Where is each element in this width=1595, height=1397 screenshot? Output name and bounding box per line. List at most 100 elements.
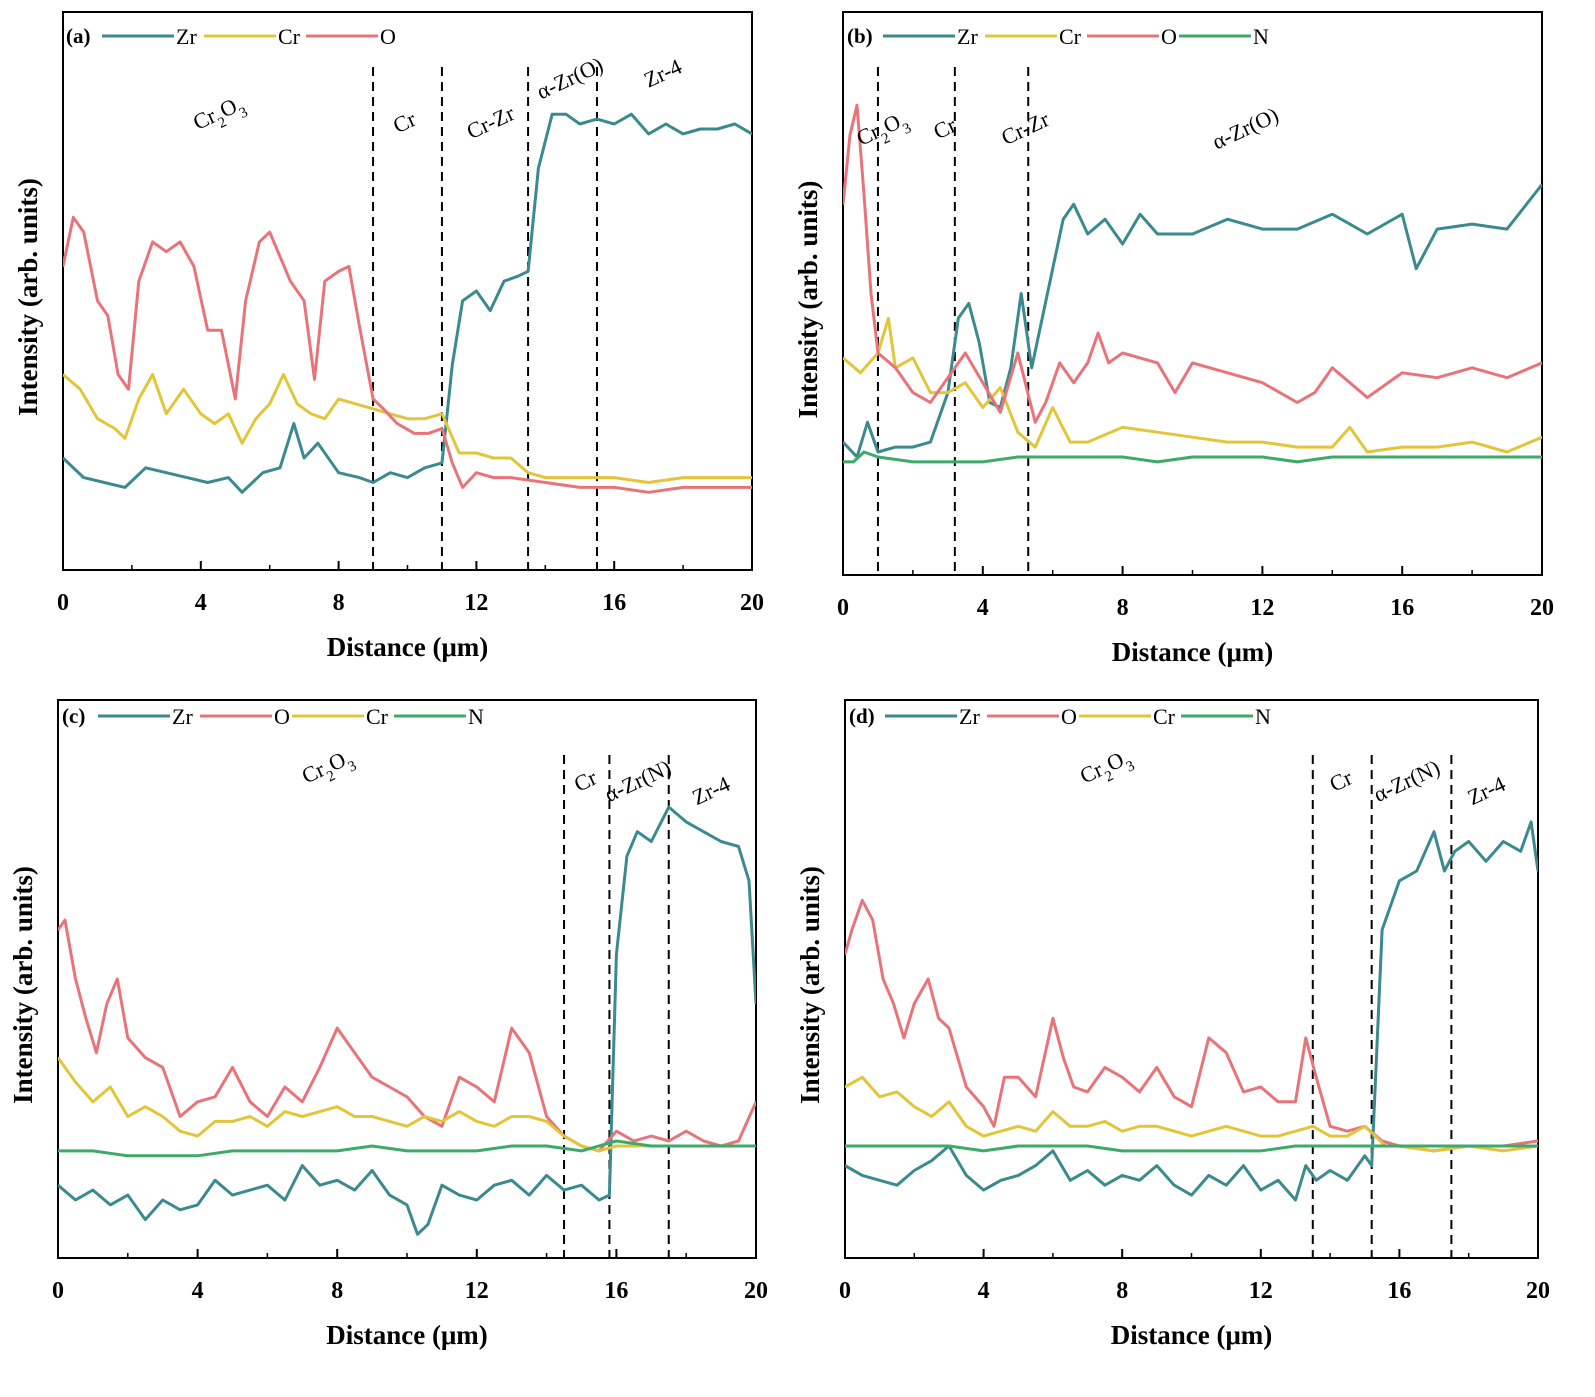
data-point-zr bbox=[303, 457, 305, 459]
data-point-o bbox=[127, 1037, 129, 1039]
data-point-zr bbox=[493, 1184, 496, 1186]
region-label: α-Zr(O) bbox=[533, 52, 607, 104]
data-point-cr bbox=[423, 1115, 426, 1118]
data-point-zr bbox=[1471, 223, 1473, 225]
data-point-o bbox=[993, 1125, 995, 1128]
data-point-cr bbox=[845, 1086, 846, 1088]
data-point-cr bbox=[527, 471, 529, 474]
data-point-o bbox=[313, 378, 316, 381]
data-point-zr bbox=[596, 118, 598, 120]
region-label: Cr2O3 bbox=[1076, 743, 1137, 794]
data-point-cr bbox=[1208, 1130, 1210, 1132]
legend-label-o: O bbox=[1061, 704, 1077, 729]
data-point-o bbox=[117, 373, 119, 376]
data-point-cr bbox=[241, 442, 243, 445]
data-point-o bbox=[144, 1056, 147, 1059]
data-point-o bbox=[982, 381, 984, 384]
data-point-n bbox=[1017, 456, 1019, 458]
data-point-zr bbox=[388, 1194, 391, 1196]
data-point-o bbox=[1052, 1017, 1054, 1020]
data-point-zr bbox=[489, 309, 492, 312]
data-point-o bbox=[1305, 1037, 1307, 1039]
data-point-zr bbox=[563, 1189, 565, 1191]
data-point-o bbox=[337, 270, 340, 273]
data-point-cr bbox=[1346, 1135, 1349, 1137]
data-point-zr bbox=[650, 840, 653, 843]
legend-label-o: O bbox=[380, 24, 396, 49]
data-point-zr bbox=[1034, 1164, 1037, 1167]
data-point-cr bbox=[947, 391, 949, 394]
data-point-n bbox=[852, 461, 855, 463]
data-point-cr bbox=[1261, 441, 1264, 443]
data-point-o bbox=[544, 481, 547, 484]
data-point-o bbox=[1261, 381, 1264, 384]
data-point-cr bbox=[92, 1101, 94, 1103]
data-point-zr bbox=[1086, 1169, 1089, 1172]
region-label: α-Zr(N) bbox=[1370, 755, 1444, 807]
x-tick-label: 12 bbox=[465, 1278, 489, 1304]
data-point-n bbox=[845, 1145, 846, 1147]
data-point-cr bbox=[1156, 431, 1159, 434]
data-point-o bbox=[894, 367, 897, 369]
data-point-zr bbox=[1315, 1179, 1317, 1182]
data-point-o bbox=[882, 978, 884, 980]
data-point-zr bbox=[1294, 1199, 1297, 1201]
data-point-o bbox=[1225, 1051, 1227, 1054]
data-point-o bbox=[702, 1140, 705, 1142]
data-point-o bbox=[441, 427, 443, 430]
data-point-o bbox=[301, 1101, 304, 1103]
legend-label-cr: Cr bbox=[1059, 24, 1082, 49]
data-point-o bbox=[1003, 1076, 1006, 1078]
data-point-o bbox=[948, 1027, 950, 1029]
data-point-cr bbox=[1277, 1135, 1279, 1137]
data-point-cr bbox=[74, 1081, 77, 1083]
data-point-o bbox=[1401, 372, 1403, 374]
data-point-o bbox=[458, 1076, 461, 1078]
data-point-o bbox=[1329, 1125, 1331, 1128]
data-point-o bbox=[682, 486, 684, 489]
data-point-zr bbox=[734, 123, 736, 125]
data-point-o bbox=[284, 1086, 286, 1088]
data-point-o bbox=[1296, 401, 1299, 404]
series-line-cr bbox=[63, 373, 752, 484]
data-point-cr bbox=[441, 1120, 443, 1123]
plot-frame bbox=[842, 11, 1543, 576]
data-point-cr bbox=[423, 417, 426, 420]
data-point-o bbox=[964, 352, 967, 354]
data-point-cr bbox=[948, 1101, 950, 1103]
data-point-zr bbox=[843, 441, 844, 443]
x-axis-title: Distance (μm) bbox=[1112, 637, 1274, 667]
data-point-cr bbox=[182, 388, 185, 391]
data-point-cr bbox=[1471, 441, 1473, 443]
data-point-o bbox=[336, 1027, 339, 1029]
data-point-o bbox=[396, 422, 399, 425]
data-point-cr bbox=[96, 417, 99, 420]
series-line-zr bbox=[58, 805, 756, 1236]
data-point-zr bbox=[161, 1199, 164, 1201]
data-point-cr bbox=[913, 1105, 916, 1108]
data-point-zr bbox=[1401, 213, 1403, 215]
data-point-cr bbox=[492, 457, 495, 459]
data-point-zr bbox=[1541, 183, 1542, 186]
data-point-zr bbox=[1041, 317, 1043, 320]
data-point-o bbox=[615, 1130, 618, 1132]
data-point-n bbox=[441, 1150, 443, 1152]
data-point-zr bbox=[301, 1164, 304, 1167]
data-point-zr bbox=[1191, 233, 1194, 235]
data-point-o bbox=[1537, 1140, 1538, 1142]
data-point-cr bbox=[266, 1125, 269, 1128]
data-point-cr bbox=[213, 422, 216, 425]
data-point-zr bbox=[551, 113, 553, 115]
x-tick-label: 8 bbox=[1117, 595, 1129, 621]
data-point-zr bbox=[579, 123, 581, 125]
data-point-n bbox=[947, 461, 949, 463]
data-point-zr bbox=[716, 128, 719, 130]
data-point-zr bbox=[1331, 213, 1334, 215]
data-point-zr bbox=[668, 806, 670, 808]
data-point-cr bbox=[406, 417, 409, 420]
data-point-zr bbox=[179, 1209, 181, 1211]
data-point-n bbox=[1436, 456, 1438, 458]
data-point-n bbox=[1190, 1150, 1193, 1152]
data-point-o bbox=[382, 408, 385, 410]
data-point-n bbox=[301, 1150, 304, 1152]
